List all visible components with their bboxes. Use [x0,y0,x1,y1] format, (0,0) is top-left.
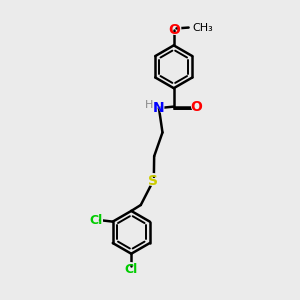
Text: Cl: Cl [88,213,104,228]
Text: O: O [167,21,181,39]
Text: N: N [152,99,166,117]
Text: Cl: Cl [124,263,138,276]
Text: O: O [190,100,202,114]
Text: O: O [189,98,203,116]
Text: N: N [153,101,165,115]
Text: Cl: Cl [90,214,103,226]
Text: S: S [147,172,159,190]
Text: S: S [148,174,158,188]
Text: O: O [168,22,180,37]
Text: H: H [145,100,154,110]
Text: CH₃: CH₃ [193,22,213,32]
Text: Cl: Cl [123,262,140,277]
